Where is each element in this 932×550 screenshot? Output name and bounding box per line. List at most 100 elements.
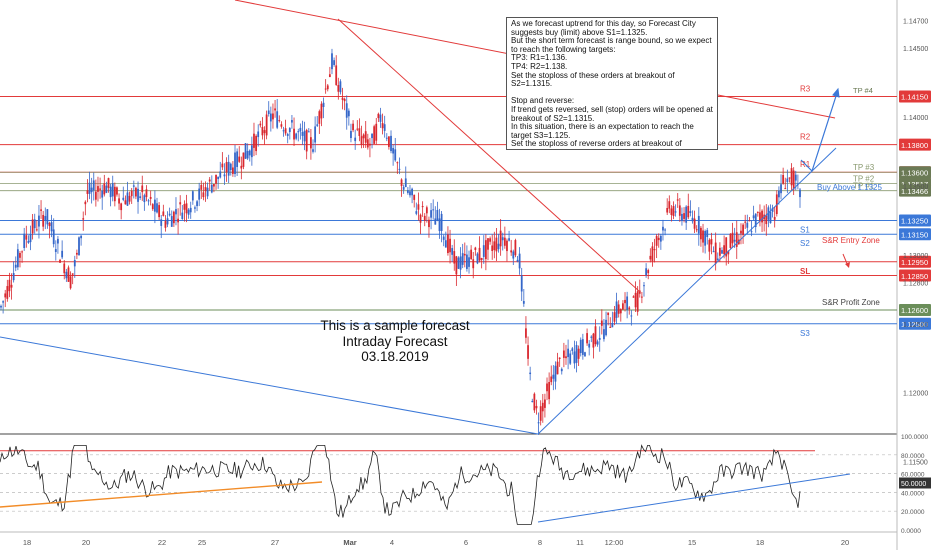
candle-up (223, 174, 226, 177)
candle-down (120, 203, 123, 211)
candle-up (109, 186, 112, 198)
candle-up (331, 53, 333, 70)
candle-down (647, 270, 650, 274)
candle-down (200, 184, 203, 190)
candle-down (453, 251, 456, 264)
candle-up (778, 190, 780, 198)
candle-down (632, 296, 635, 298)
candle-down (784, 188, 787, 190)
candle-up (314, 126, 317, 143)
candle-up (57, 238, 59, 244)
candle-down (506, 240, 508, 252)
candle-down (400, 179, 403, 187)
candle-up (611, 323, 614, 328)
candle-down (179, 202, 182, 205)
candle-down (116, 187, 118, 195)
candle-down (792, 170, 795, 190)
candle-down (455, 256, 458, 275)
candle-up (307, 131, 310, 133)
candle-down (362, 134, 365, 139)
candle-up (459, 256, 462, 270)
candle-down (215, 174, 217, 184)
candle-down (358, 128, 361, 137)
candle-up (501, 237, 504, 241)
candle-down (700, 227, 702, 240)
candle-down (723, 245, 726, 255)
candle-up (50, 222, 53, 232)
candle-down (130, 190, 133, 197)
candle-up (88, 182, 91, 194)
candle-down (185, 203, 188, 214)
candle-up (482, 245, 485, 257)
candle-up (288, 128, 291, 133)
candle-up (451, 248, 454, 255)
price-tag (899, 255, 931, 268)
candle-down (151, 204, 154, 210)
candle-down (324, 88, 327, 90)
candle-up (752, 215, 755, 219)
candle-up (529, 372, 532, 375)
candle-up (78, 237, 80, 256)
candle-up (681, 213, 683, 222)
candle-down (729, 233, 732, 248)
candle-up (780, 184, 782, 194)
time-tick-label: 20 (82, 538, 90, 547)
time-axis: 18 20 22 25 27 Mar 4 6 8 11 12:00 15 18 20 (23, 538, 849, 547)
candle-down (489, 238, 491, 242)
candle-down (177, 218, 179, 223)
price-tick-label: 1.12000 (903, 391, 928, 398)
rsi-panel: 100.0000 80.0000 60.0000 50.0000 40.0000 20.0… (0, 434, 931, 535)
candle-up (531, 401, 534, 403)
candle-down (514, 240, 517, 256)
candle-down (541, 402, 544, 412)
candle-up (390, 135, 392, 152)
candle-down (562, 350, 565, 358)
forecast-arrow-head (832, 87, 840, 98)
candle-down (535, 405, 538, 409)
candle-up (244, 143, 247, 159)
candle-up (181, 212, 184, 220)
level-lines-layer (0, 95, 897, 325)
candle-down (99, 188, 101, 190)
tp4-label: TP #4 (853, 86, 873, 95)
price-tag-label: 1.13800 (901, 141, 928, 150)
candle-up (552, 374, 555, 379)
candle-down (328, 74, 331, 78)
candle-up (794, 174, 797, 181)
candle-down (672, 206, 675, 216)
candle-down (375, 123, 378, 141)
candle-down (748, 220, 751, 222)
candle-down (782, 174, 785, 184)
candle-down (744, 221, 747, 223)
candle-up (196, 201, 198, 207)
candle-down (756, 211, 759, 213)
candle-down (242, 152, 245, 167)
candle-down (735, 232, 738, 247)
candle-down (725, 237, 728, 257)
candle-down (31, 219, 34, 234)
candle-down (678, 205, 681, 216)
candle-down (107, 178, 110, 188)
candle-down (25, 235, 28, 240)
candle-up (754, 213, 757, 228)
candle-down (40, 209, 42, 211)
price-tick-label: 1.11500 (903, 460, 928, 467)
candle-down (305, 129, 308, 152)
candle-down (208, 179, 211, 182)
candle-up (571, 348, 574, 351)
candle-down (624, 299, 626, 304)
candle-down (202, 192, 205, 198)
candle-down (693, 218, 696, 229)
candle-up (406, 190, 409, 193)
candle-up (267, 110, 270, 114)
candle-down (788, 177, 791, 179)
candle-up (219, 171, 222, 178)
candle-up (2, 301, 5, 303)
candle-down (653, 249, 656, 251)
price-tick-label: 1.14500 (903, 46, 928, 53)
candle-down (740, 230, 742, 234)
time-tick-label: 18 (23, 538, 31, 547)
level-label: R2 (800, 133, 811, 142)
price-tick-label: 1.13000 (903, 253, 928, 260)
candle-up (246, 150, 249, 159)
